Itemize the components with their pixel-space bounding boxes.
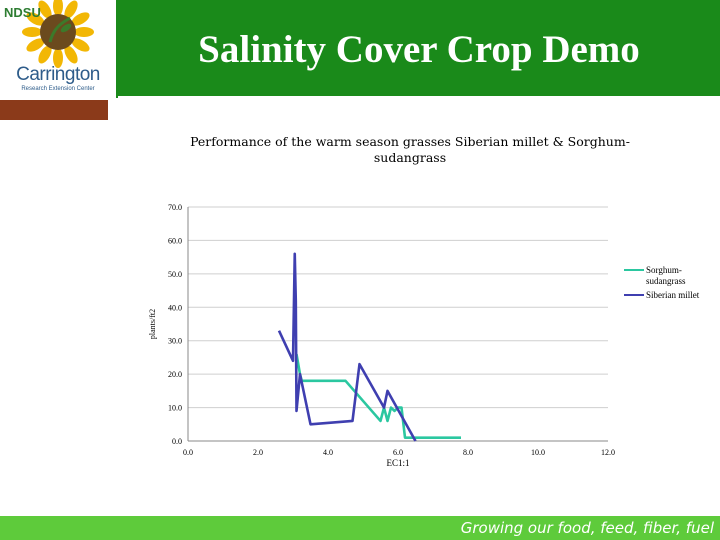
logo: NDSU Carrington Research Extension Cente… [0, 0, 118, 98]
page-title: Salinity Cover Crop Demo [198, 28, 640, 71]
y-tick-label: 70.0 [168, 203, 182, 212]
chart-series [277, 252, 461, 442]
x-tick-label: 10.0 [531, 448, 545, 457]
sunflower-logo-icon [22, 0, 94, 68]
legend-item-sorghum: Sorghum-sudangrass [624, 265, 716, 287]
x-tick-label: 12.0 [601, 448, 615, 457]
line-chart: 0.0 10.0 20.0 30.0 40.0 50.0 60.0 70.0 0.0 2.0 4.0… [148, 203, 615, 468]
footer-tagline: Growing our food, feed, fiber, fuel [460, 519, 714, 537]
y-tick-label: 20.0 [168, 370, 182, 379]
y-tick-label: 30.0 [168, 337, 182, 346]
header-bar [118, 0, 720, 96]
x-tick-label: 4.0 [323, 448, 333, 457]
legend-item-millet: Siberian millet [624, 290, 716, 301]
series-line-siberian-millet [277, 252, 417, 442]
x-tick-label: 2.0 [253, 448, 263, 457]
y-tick-label: 10.0 [168, 404, 182, 413]
chart-title: Performance of the warm season grasses S… [190, 134, 630, 165]
x-tick-label: 8.0 [463, 448, 473, 457]
chart-legend: Sorghum-sudangrass Siberian millet [624, 265, 716, 304]
y-tick-label: 40.0 [168, 303, 182, 312]
chart-grid [188, 206, 608, 409]
logo-text: Carrington [16, 64, 100, 85]
footer-bar [0, 516, 720, 540]
series-line-sorghum-sudangrass [295, 353, 461, 439]
x-tick-label: 6.0 [393, 448, 403, 457]
y-axis-label: plants/ft2 [148, 309, 157, 339]
y-tick-label: 50.0 [168, 270, 182, 279]
legend-swatch [624, 269, 644, 271]
x-axis-label: EC1:1 [386, 458, 409, 468]
y-tick-label: 0.0 [172, 437, 182, 446]
legend-label: Siberian millet [646, 290, 700, 300]
legend-label: Sorghum-sudangrass [646, 265, 686, 286]
legend-swatch [624, 294, 644, 296]
chart-axes [187, 207, 608, 442]
logo-subtext: Research Extension Center [21, 86, 95, 92]
x-tick-label: 0.0 [183, 448, 193, 457]
y-tick-label: 60.0 [168, 236, 182, 245]
accent-bar [0, 100, 108, 120]
chart-labels: 0.0 10.0 20.0 30.0 40.0 50.0 60.0 70.0 0.0 2.0 4.0… [148, 203, 615, 468]
